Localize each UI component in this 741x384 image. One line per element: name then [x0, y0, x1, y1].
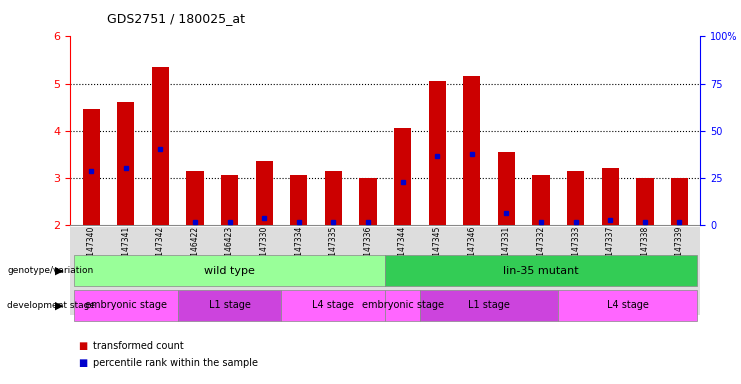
Bar: [602, 168, 619, 225]
Bar: [498, 152, 515, 225]
Text: embryonic stage: embryonic stage: [362, 300, 444, 310]
Bar: [256, 161, 273, 225]
Bar: [637, 178, 654, 225]
Bar: [532, 175, 550, 225]
Bar: [359, 178, 376, 225]
Text: ▶: ▶: [55, 300, 63, 310]
Text: L1 stage: L1 stage: [209, 300, 250, 310]
Text: percentile rank within the sample: percentile rank within the sample: [93, 358, 258, 368]
Bar: [394, 128, 411, 225]
Bar: [221, 175, 239, 225]
Bar: [186, 170, 204, 225]
Text: L4 stage: L4 stage: [607, 300, 648, 310]
Text: L1 stage: L1 stage: [468, 300, 510, 310]
Text: embryonic stage: embryonic stage: [84, 300, 167, 310]
Text: transformed count: transformed count: [93, 341, 183, 351]
Text: L4 stage: L4 stage: [313, 300, 354, 310]
Bar: [117, 103, 134, 225]
Text: GDS2751 / 180025_at: GDS2751 / 180025_at: [107, 12, 245, 25]
Text: wild type: wild type: [205, 266, 255, 276]
Bar: [428, 81, 446, 225]
Text: genotype/variation: genotype/variation: [7, 266, 93, 275]
Bar: [152, 67, 169, 225]
Bar: [567, 170, 585, 225]
Text: ■: ■: [78, 358, 87, 368]
Text: lin-35 mutant: lin-35 mutant: [503, 266, 579, 276]
Text: ■: ■: [78, 341, 87, 351]
Bar: [82, 109, 100, 225]
Bar: [290, 175, 308, 225]
Bar: [671, 178, 688, 225]
Bar: [325, 170, 342, 225]
Text: ▶: ▶: [55, 266, 63, 276]
Bar: [463, 76, 480, 225]
Text: development stage: development stage: [7, 301, 96, 310]
